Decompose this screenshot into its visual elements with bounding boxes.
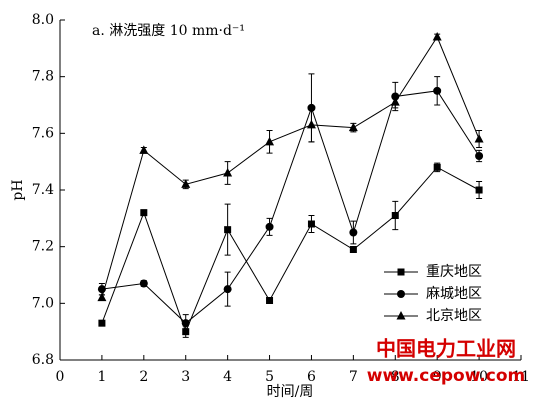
data-point [349, 246, 357, 253]
series-line [101, 35, 480, 298]
legend-marker [397, 290, 405, 298]
data-point [433, 86, 442, 95]
data-point [391, 212, 399, 219]
x-tick-label: 6 [307, 369, 316, 385]
data-point [475, 152, 484, 160]
data-point [181, 319, 190, 328]
data-point [139, 145, 149, 154]
legend-label: 重庆地区 [426, 264, 482, 280]
data-point [348, 122, 358, 132]
y-tick-label: 7.2 [32, 239, 54, 255]
legend-label: 北京地区 [426, 308, 482, 324]
y-tick-label: 7.4 [32, 182, 54, 198]
data-point [474, 134, 484, 143]
legend-marker [396, 311, 406, 320]
data-point [433, 163, 441, 171]
data-point [139, 279, 148, 288]
watermark-url: www.cepow.com [367, 366, 526, 386]
y-axis-label: pH [10, 179, 26, 200]
data-point [475, 186, 483, 194]
x-tick-label: 4 [223, 369, 232, 385]
data-point [224, 226, 232, 234]
data-point [266, 297, 274, 304]
y-tick-label: 6.8 [32, 352, 54, 368]
watermark-title: 中国电力工业网 [376, 337, 516, 361]
x-tick-label: 11 [512, 369, 530, 385]
x-tick-label: 1 [97, 369, 106, 385]
data-point [349, 228, 358, 237]
annotation: a. 淋洗强度 10 mm·d⁻¹ [92, 23, 245, 39]
x-tick-label: 9 [433, 369, 442, 385]
x-tick-label: 10 [470, 369, 488, 385]
data-point [306, 119, 316, 129]
legend-marker [397, 268, 405, 276]
y-tick-label: 8.0 [32, 12, 54, 28]
data-point [265, 222, 274, 231]
x-tick-label: 2 [139, 369, 148, 385]
series-line [101, 166, 480, 334]
x-tick-label: 5 [265, 369, 274, 385]
x-tick-label: 8 [391, 369, 400, 385]
y-tick-label: 7.6 [32, 125, 54, 141]
y-tick-label: 7.8 [32, 69, 54, 85]
data-point [432, 32, 442, 41]
data-point [98, 319, 106, 327]
data-point [223, 168, 233, 177]
legend-label: 麻城地区 [426, 286, 482, 302]
y-tick-label: 7.0 [32, 295, 54, 311]
x-tick-label: 7 [349, 369, 358, 385]
data-point [307, 220, 315, 228]
data-point [223, 285, 232, 294]
x-axis-label: 时间/周 [267, 384, 314, 400]
data-point [140, 209, 148, 217]
series-line [101, 90, 480, 324]
data-point [181, 179, 191, 188]
data-point [97, 292, 107, 302]
data-point [265, 136, 275, 146]
x-tick-label: 3 [181, 369, 190, 385]
x-tick-label: 0 [56, 369, 65, 385]
data-point [390, 97, 400, 106]
